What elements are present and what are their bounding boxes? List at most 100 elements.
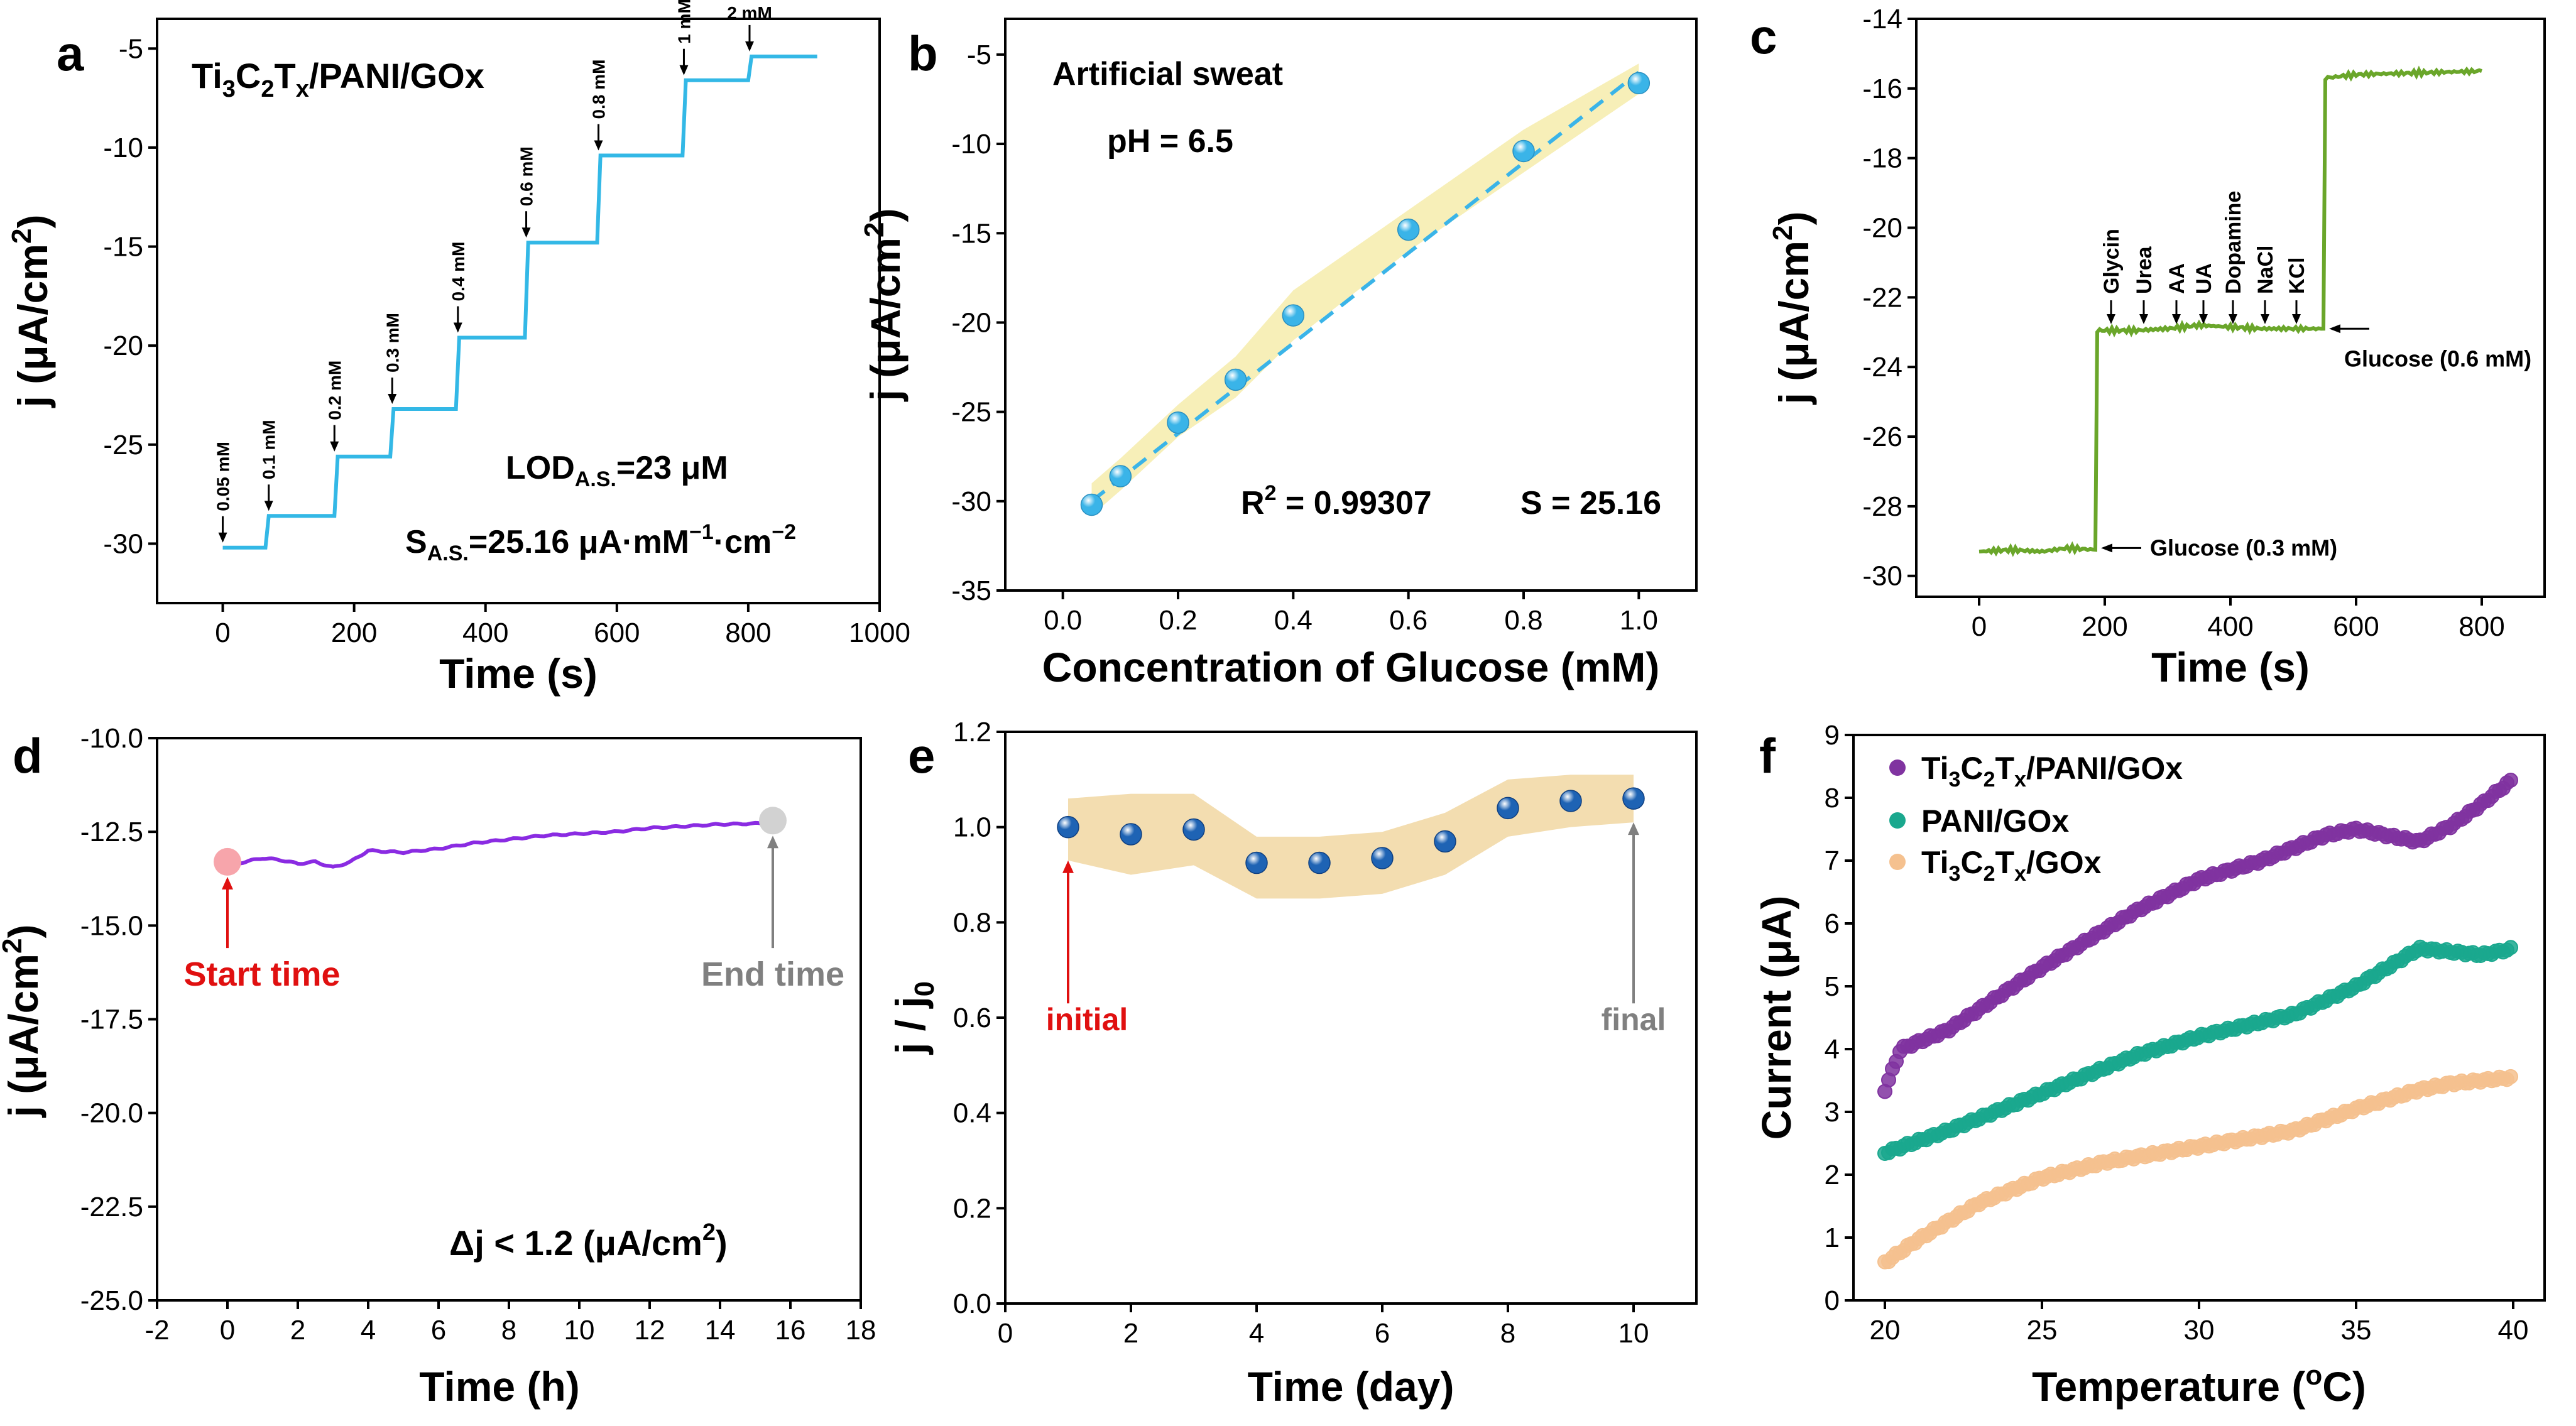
panel-d-y-tick-label-0: -25.0 [80, 1285, 143, 1316]
panel-d-y-tick-label-3: -17.5 [80, 1004, 143, 1035]
panel-d-y-tick-label-5: -12.5 [80, 817, 143, 847]
legend-marker-pani-gox [1889, 812, 1906, 829]
panel-f-frame [1852, 734, 2546, 1302]
panel-b-y-tick-label-1: -30 [951, 486, 991, 517]
panel-c-interferent-arrow-3-head [2199, 314, 2208, 325]
panel-f-x-tick-label-4: 40 [2498, 1315, 2529, 1346]
legend-label-pani-gox: PANI/GOx [1921, 803, 2069, 839]
panel-d-end-label: End time [701, 955, 844, 993]
panel-e-point-3 [1245, 851, 1268, 874]
panel-a-step-arrow-7-head [679, 65, 689, 75]
panel-c-y-tick-label-7: -16 [1862, 73, 1902, 104]
panel-e: e 0 2 4 6 8 10 0.0 0.2 0.4 0.6 0.8 1.0 1.2 initial fin… [887, 717, 1698, 1410]
panel-f-y-axis-label: Current (μA) [1753, 896, 1799, 1140]
panel-e-plot: 0 2 4 6 8 10 0.0 0.2 0.4 0.6 0.8 1.0 1.2 initial final [953, 717, 1666, 1349]
panel-c-series-line [1978, 65, 2482, 557]
panel-e-initial-arrow-head [1062, 860, 1074, 873]
panel-d-end-arrow-head [767, 835, 778, 849]
panel-f-x-tick-label-2: 30 [2184, 1315, 2215, 1346]
legend-label-ti3c2tx-pani-gox: Ti3C2Tx/PANI/GOx [1921, 751, 2183, 792]
panel-b-x-tick-label-4: 0.8 [1504, 605, 1542, 636]
panel-e-point-6 [1434, 830, 1456, 853]
panel-c-y-tick-label-5: -20 [1862, 213, 1902, 244]
panel-a-step-label-5: 0.6 mM [517, 146, 537, 206]
panel-a-y-tick-label-5: -5 [119, 33, 143, 64]
panel-d-y-tick-label-4: -15.0 [80, 910, 143, 941]
panel-b-point-3 [1224, 368, 1247, 391]
panel-d-delta: Δj < 1.2 (μA/cm2) [449, 1219, 728, 1263]
panel-f-y-tick-label-8: 8 [1825, 783, 1840, 814]
panel-a-step-arrow-1-head [264, 501, 273, 511]
panel-b-y-tick-label-3: -20 [951, 307, 991, 338]
panel-a-x-axis-label: Time (s) [439, 650, 598, 697]
panel-e-point-2 [1182, 818, 1205, 841]
panel-a-lod: LODA.S.=23 μM [506, 450, 728, 491]
panel-a-sensitivity: SA.S.=25.16 μA·mM−1·cm−2 [405, 520, 796, 565]
panel-a-x-tick-label-2: 400 [462, 618, 508, 648]
panel-a-y-tick-label-3: -15 [103, 232, 143, 263]
panel-d-x-tick-label-6: 10 [564, 1315, 595, 1346]
legend-label-ti3c2tx-gox: Ti3C2Tx/GOx [1921, 845, 2102, 886]
panel-c-x-tick-label-4: 800 [2459, 611, 2504, 642]
panel-f-y-tick-label-6: 6 [1825, 908, 1840, 939]
panel-e-band [1068, 775, 1634, 899]
panel-c-interferent-label-5: NaCl [2254, 246, 2278, 294]
panel-b-x-tick-label-2: 0.4 [1274, 605, 1313, 636]
panel-d-start-arrow-head [222, 876, 233, 890]
panel-e-y-tick-label-0: 0.0 [953, 1288, 991, 1319]
panel-b-plot: 0.0 0.2 0.4 0.6 0.8 1.0 -35 -30 -25 -20 -15 -10 -5 [951, 40, 1658, 636]
panel-d-x-tick-label-5: 8 [501, 1315, 516, 1346]
panel-e-point-0 [1057, 815, 1079, 839]
panel-c-interferent-arrow-2-head [2172, 314, 2181, 325]
panel-c-interferent-arrow-6-head [2292, 314, 2301, 325]
panel-b-y-tick-label-4: -15 [951, 218, 991, 249]
panel-a: a 0 200 400 600 800 1000 -30 -25 -20 -15 -10 -5 0.05… [6, 0, 910, 697]
panel-letter-b: b [908, 26, 938, 81]
panel-letter-a: a [57, 26, 84, 81]
panel-b-x-tick-label-1: 0.2 [1159, 605, 1197, 636]
panel-c-y-tick-label-4: -22 [1862, 282, 1902, 313]
panel-f-series-2-point [2503, 1069, 2518, 1084]
panel-d-frame [156, 737, 862, 1302]
panel-a-y-tick-label-2: -20 [103, 330, 143, 361]
panel-a-series-line [222, 54, 817, 550]
panel-b-point-1 [1109, 465, 1132, 487]
panel-c-frame [1915, 18, 2546, 598]
panel-a-step-arrow-0-head [218, 532, 227, 543]
panel-b-y-tick-label-6: -5 [967, 40, 991, 70]
panel-b-point-6 [1512, 139, 1535, 163]
panel-a-step-arrow-3-head [388, 394, 397, 405]
panel-b-x-tick-label-3: 0.6 [1389, 605, 1427, 636]
panel-e-point-9 [1622, 787, 1645, 810]
panel-f-x-axis-label: Temperature (oC) [2032, 1360, 2366, 1410]
panel-b-title: Artificial sweat [1052, 56, 1283, 92]
panel-letter-c: c [1750, 9, 1777, 64]
panel-e-x-tick-label-5: 10 [1618, 1318, 1649, 1349]
panel-c-x-tick-label-1: 200 [2082, 611, 2127, 642]
panel-b-ph: pH = 6.5 [1107, 123, 1233, 160]
panel-f-y-tick-label-2: 2 [1825, 1160, 1840, 1190]
panel-a-plot: 0 200 400 600 800 1000 -30 -25 -20 -15 -10 -5 0.05 m… [103, 0, 910, 648]
panel-e-y-tick-label-4: 0.8 [953, 907, 991, 938]
panel-d-x-axis-label: Time (h) [419, 1363, 579, 1410]
panel-b-point-0 [1080, 493, 1103, 516]
panel-c-interferent-label-0: Glycin [2100, 229, 2124, 294]
legend-marker-ti3c2tx-pani-gox [1889, 759, 1906, 776]
panel-a-x-tick-label-0: 0 [215, 618, 230, 648]
panel-b-r-squared: R2 = 0.99307 [1241, 481, 1432, 521]
panel-d-x-tick-label-7: 12 [635, 1315, 665, 1346]
panel-a-step-label-0: 0.05 mM [214, 442, 233, 511]
panel-e-final-arrow-head [1628, 822, 1639, 835]
panel-c-y-tick-label-3: -24 [1862, 352, 1902, 383]
panel-a-step-label-4: 0.4 mM [449, 242, 468, 302]
panel-f-y-tick-label-5: 5 [1825, 971, 1840, 1002]
panel-e-x-tick-label-0: 0 [998, 1318, 1013, 1349]
panel-c-interferent-arrow-1-head [2139, 314, 2148, 325]
panel-c-y-axis-label: j (μA/cm2) [1767, 212, 1817, 406]
panel-c: c 0 200 400 600 800 -30 -28 -26 -24 -22 -20 -18 -16 -… [1750, 4, 2546, 690]
panel-a-y-axis-label: j (μA/cm2) [6, 215, 56, 409]
panel-c-plot: 0 200 400 600 800 -30 -28 -26 -24 -22 -20 -18 -16 -14… [1862, 4, 2531, 642]
panel-f-y-tick-label-7: 7 [1825, 846, 1840, 876]
panel-e-x-tick-label-4: 8 [1500, 1318, 1515, 1349]
panel-d-plot: -2 0 2 4 6 8 10 12 14 16 18 -25.0 -22.5 -20.0 -17.5 -15… [80, 723, 876, 1346]
